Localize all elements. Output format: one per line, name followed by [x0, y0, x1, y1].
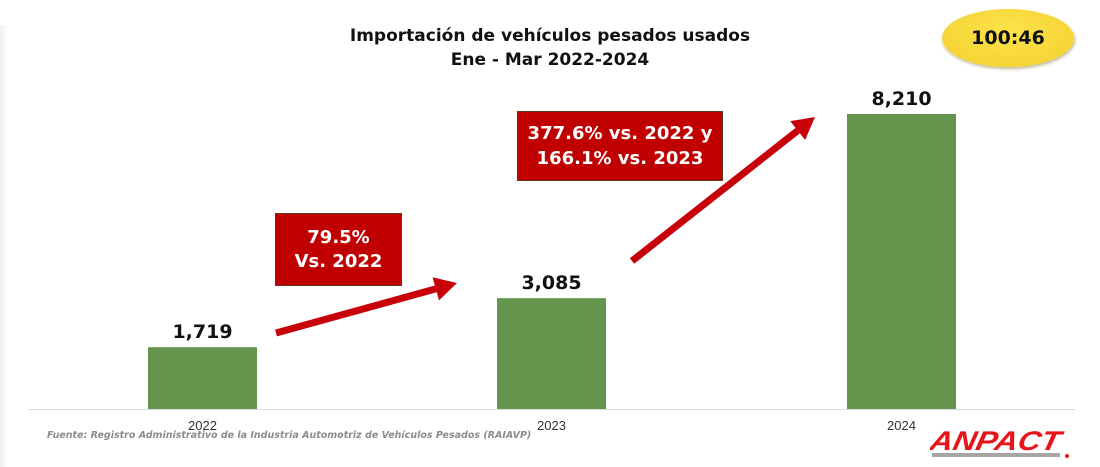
data-label-2022: 1,719 — [172, 321, 232, 343]
anpact-logo-registered-mark — [1065, 454, 1069, 458]
anpact-logo-text: ANPACT — [930, 425, 1067, 456]
growth-arrow-2023-2024-head — [790, 117, 815, 141]
growth-arrow-2022-2023-head — [432, 277, 457, 301]
x-tick-label-2023: 2023 — [537, 418, 566, 433]
x-tick-label-2022: 2022 — [188, 418, 217, 433]
bar-2022 — [148, 347, 257, 409]
growth-callout-2023-line1: 79.5% — [307, 226, 370, 248]
source-note: Fuente: Registro Administrativo de la In… — [47, 430, 532, 441]
data-label-2024: 8,210 — [871, 88, 931, 110]
growth-arrow-2023-2024-shaft — [629, 127, 800, 264]
bar-2024 — [847, 114, 956, 409]
growth-callout-2023: 79.5% Vs. 2022 — [275, 213, 402, 286]
growth-callout-2024-line1: 377.6% vs. 2022 y — [527, 123, 713, 144]
anpact-logo: ANPACT — [930, 425, 1069, 458]
growth-arrow-2022-2023 — [275, 277, 457, 337]
left-edge-shade — [0, 25, 8, 467]
data-label-2023: 3,085 — [521, 272, 581, 294]
bar-2023 — [497, 298, 606, 409]
chart-title-line2: Ene - Mar 2022-2024 — [450, 50, 650, 70]
growth-callout-2024: 377.6% vs. 2022 y 166.1% vs. 2023 — [517, 111, 723, 181]
growth-callout-2024-line2: 166.1% vs. 2023 — [536, 148, 704, 169]
growth-arrow-2023-2024 — [629, 117, 815, 264]
x-tick-label-2024: 2024 — [887, 418, 916, 433]
anpact-logo-underline — [932, 453, 1060, 457]
growth-arrow-2022-2023-shaft — [275, 285, 437, 337]
growth-callout-2023-line2: Vs. 2022 — [294, 250, 383, 272]
ratio-badge: 100:46 — [942, 9, 1074, 67]
chart-title: Importación de vehículos pesados usados … — [300, 24, 800, 72]
chart-title-line1: Importación de vehículos pesados usados — [349, 26, 751, 46]
